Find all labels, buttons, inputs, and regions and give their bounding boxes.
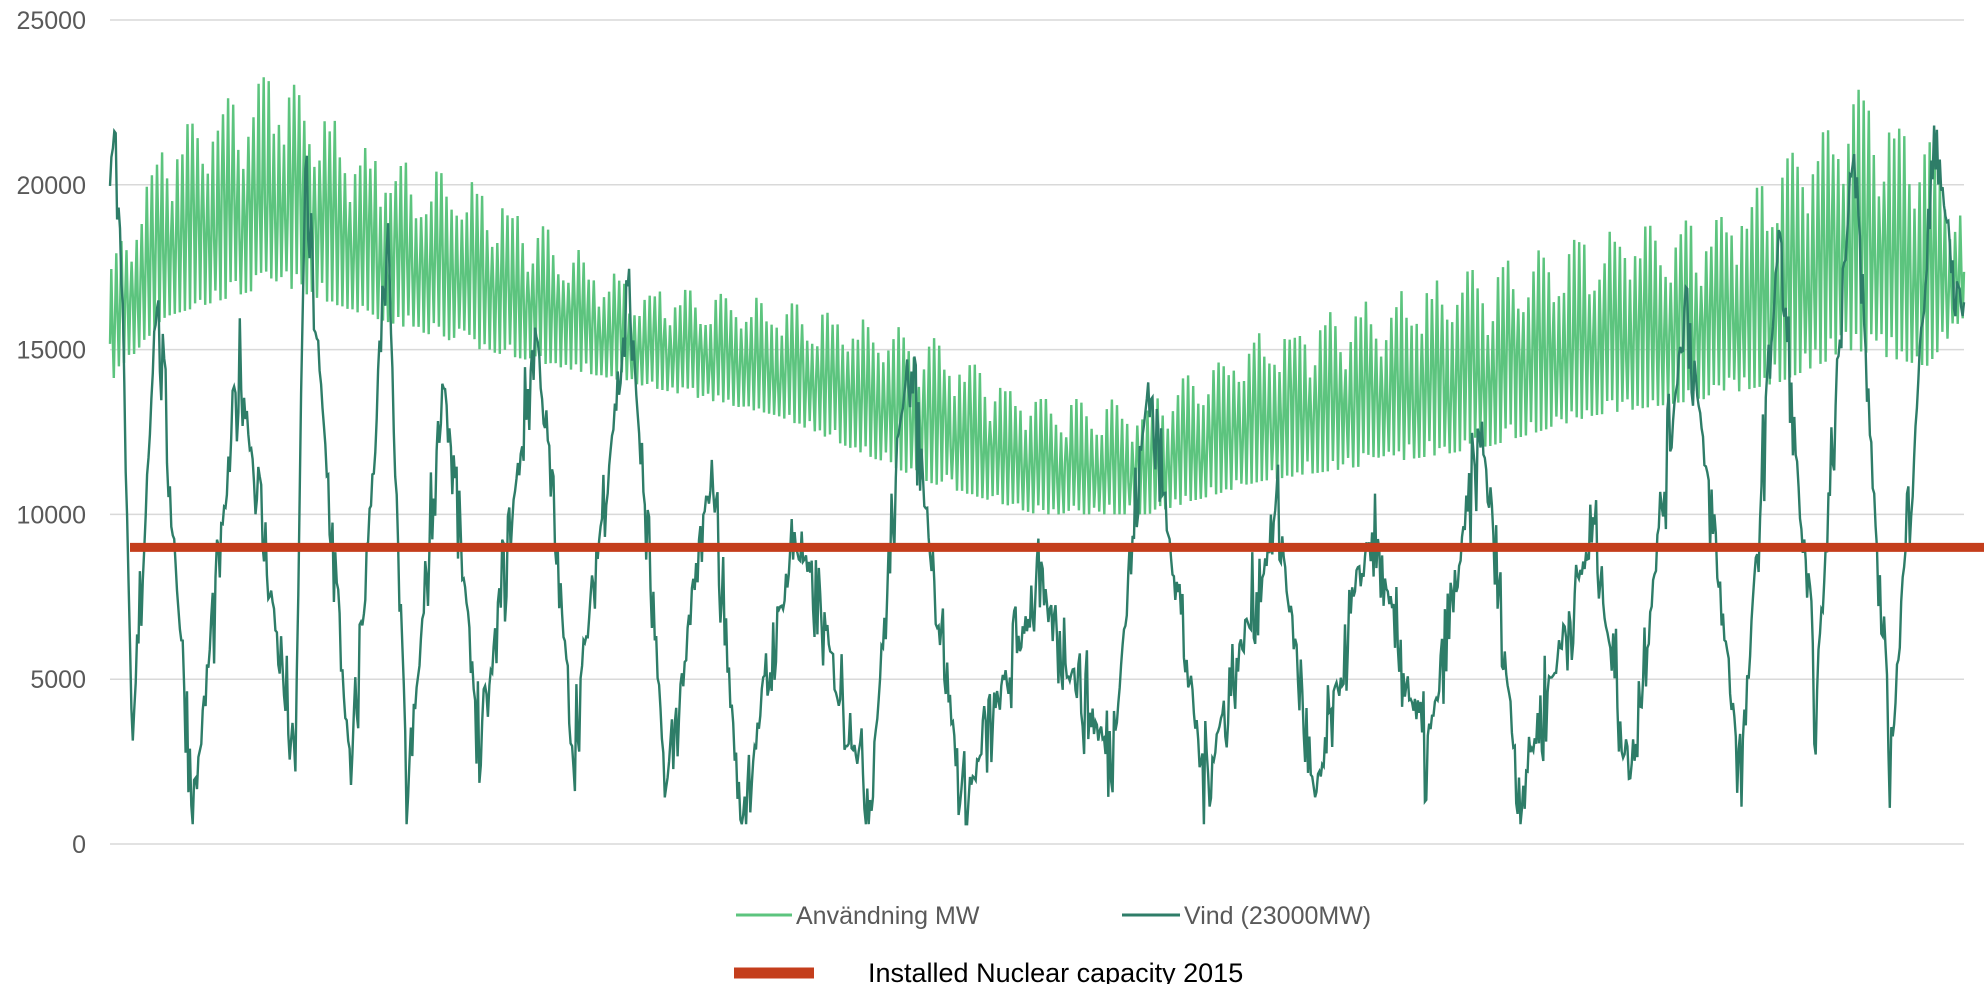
series-line-usage (108, 77, 1966, 515)
y-tick-label: 10000 (16, 501, 86, 529)
series-line-wind (108, 125, 1966, 826)
y-tick-label: 0 (72, 831, 86, 859)
y-tick-label: 5000 (30, 666, 86, 694)
legend: Användning MW Vind (23000MW) Installed N… (734, 902, 1371, 984)
series-layer (108, 77, 1984, 826)
y-tick-label: 15000 (16, 337, 86, 365)
y-tick-label: 25000 (16, 7, 86, 35)
y-tick-label: 20000 (16, 172, 86, 200)
legend-label-nuclear: Installed Nuclear capacity 2015 (868, 958, 1243, 984)
legend-label-usage: Användning MW (796, 902, 980, 930)
y-axis-ticks: 0 5000 10000 15000 20000 25000 (16, 7, 86, 859)
gridlines (110, 19, 1964, 845)
legend-label-wind: Vind (23000MW) (1184, 902, 1371, 930)
